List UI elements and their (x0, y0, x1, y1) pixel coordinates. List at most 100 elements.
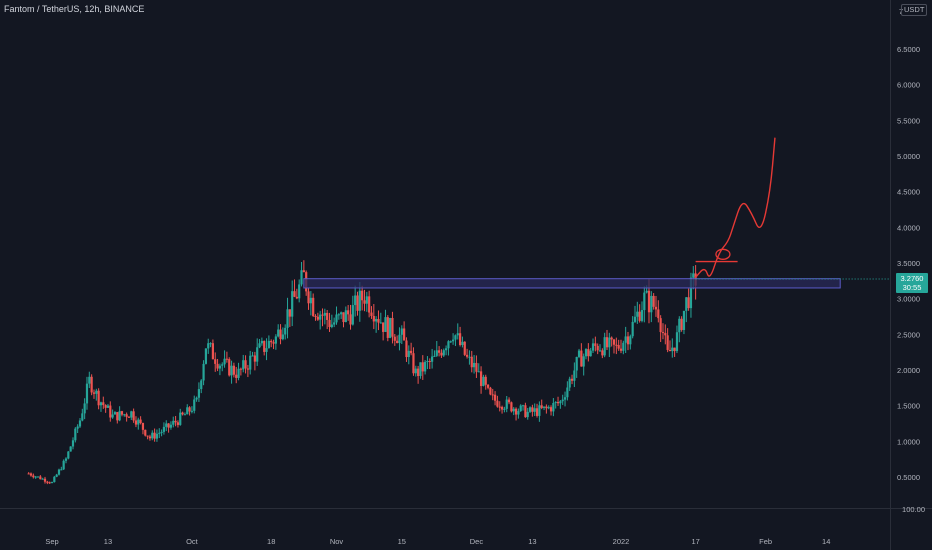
candle-body (619, 348, 623, 351)
time-tick-label: Oct (186, 537, 199, 546)
candle-body (538, 405, 541, 416)
candle-body (165, 423, 168, 427)
candle-body (258, 343, 261, 348)
candle-body (207, 343, 210, 349)
freehand-projection[interactable] (694, 137, 776, 278)
candle-body (204, 348, 208, 364)
resistance-zone[interactable] (303, 278, 841, 289)
candle-body (561, 399, 564, 402)
candle-body (141, 423, 145, 430)
candle-body (316, 316, 319, 320)
candle-body (36, 476, 40, 478)
candle-body (293, 291, 296, 297)
candle-body (167, 423, 170, 428)
candle-body (393, 336, 396, 341)
plot-area[interactable] (27, 137, 890, 485)
candle-body (612, 339, 616, 345)
price-tick-label: 2.5000 (897, 330, 920, 339)
candle-body (291, 291, 294, 317)
candle-body (160, 431, 163, 433)
candle-body (286, 309, 289, 328)
candle-body (603, 337, 606, 356)
candle-body (351, 305, 354, 325)
candle-body (475, 362, 478, 372)
candle-body (274, 336, 277, 344)
price-tick-label: 7 (899, 7, 903, 16)
candle-body (386, 317, 389, 338)
candle-body (90, 376, 93, 393)
candle-body (678, 318, 681, 333)
candle-body (652, 295, 655, 307)
candle-body (458, 333, 462, 346)
candle-body (570, 378, 574, 381)
candle-body (465, 354, 469, 357)
candle-body (489, 387, 492, 395)
price-tick-label: 4.5000 (897, 188, 920, 197)
candle-body (666, 335, 669, 350)
candle-body (151, 432, 154, 439)
candle-body (249, 355, 252, 370)
candle-body (221, 364, 224, 366)
candle-body (689, 277, 693, 309)
candle-body (417, 368, 420, 377)
candle-body (608, 337, 611, 348)
candle-body (661, 332, 665, 334)
candle-body (169, 424, 173, 428)
candle-body (398, 334, 401, 344)
candle-body (27, 473, 30, 475)
candle-body (685, 297, 688, 311)
last-price-value: 3.2760 (900, 274, 924, 283)
candle-body (326, 312, 329, 320)
candle-body (519, 405, 522, 412)
currency-badge[interactable]: USDT (901, 4, 928, 16)
candle-body (657, 309, 660, 319)
price-tick-label: 5.5000 (897, 116, 920, 125)
time-tick-label: 15 (398, 537, 406, 546)
candle-body (407, 350, 410, 358)
candle-body (540, 405, 543, 408)
time-tick-label: Sep (45, 537, 58, 546)
candle-body (202, 363, 205, 381)
candle-body (123, 414, 126, 416)
symbol-title[interactable]: Fantom / TetherUS, 12h, BINANCE (4, 4, 145, 14)
candle-body (225, 358, 228, 360)
candle-body (687, 297, 690, 309)
price-axis[interactable]: 6.5000 6.0000 5.5000 5.0000 4.5000 4.0000 3.50… (897, 7, 920, 482)
candle-body (624, 336, 627, 343)
candle-body (594, 343, 597, 346)
candle-body (60, 469, 63, 471)
freehand-loop[interactable] (715, 248, 731, 260)
candle-body (356, 295, 359, 311)
candle-body (118, 411, 121, 421)
candle-body (549, 407, 553, 412)
candle-body (127, 416, 131, 418)
candle-body (447, 341, 450, 349)
time-axis[interactable]: Sep 13 Oct 18 Nov 15 Dec 13 2022 17 Feb 14 (45, 537, 830, 546)
candle-body (514, 408, 518, 415)
candle-body (235, 374, 238, 378)
candle-body (615, 344, 618, 346)
candle-body (295, 296, 298, 299)
price-tick-label: 1.0000 (897, 437, 920, 446)
candle-body (218, 365, 222, 369)
candle-body (48, 482, 51, 484)
candle-body (284, 327, 287, 335)
candle-body (542, 406, 546, 408)
candle-body (319, 314, 322, 320)
candle-body (279, 329, 282, 340)
candle-body (321, 314, 324, 316)
candle-body (584, 349, 588, 357)
candle-body (643, 292, 646, 311)
candle-body (477, 371, 480, 373)
candle-body (575, 356, 578, 371)
candle-body (582, 356, 585, 367)
candle-body (312, 297, 315, 316)
candle-body (384, 317, 387, 332)
candle-body (132, 411, 135, 421)
candle-body (531, 407, 534, 412)
candle-body (43, 478, 47, 482)
candle-body (491, 394, 494, 396)
candle-body (438, 350, 441, 353)
candle-body (172, 420, 175, 425)
